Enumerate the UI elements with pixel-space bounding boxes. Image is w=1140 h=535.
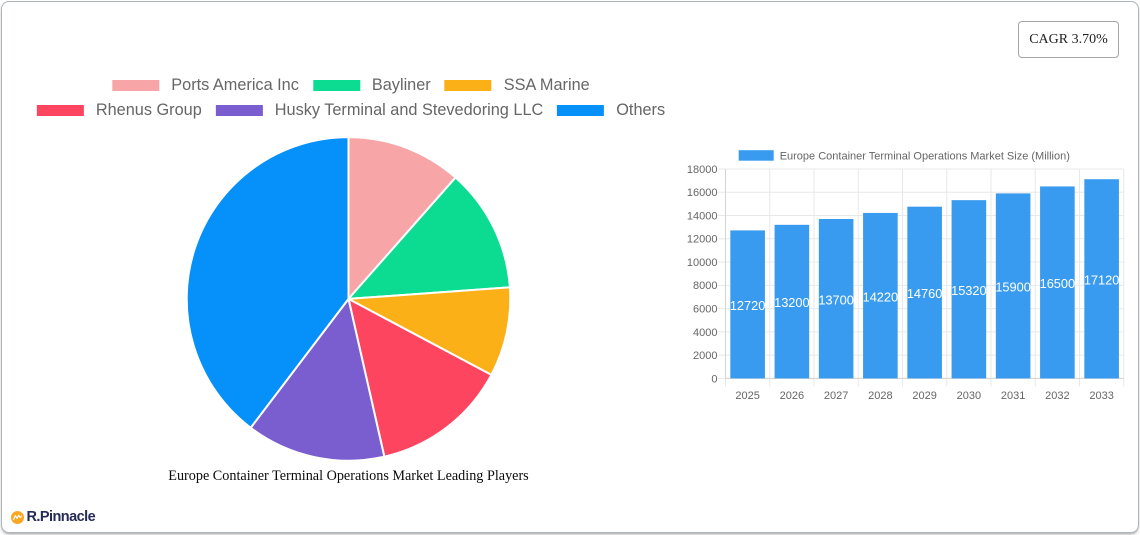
svg-text:16000: 16000 <box>687 187 718 199</box>
svg-text:2026: 2026 <box>780 390 804 402</box>
svg-text:12720: 12720 <box>730 298 766 313</box>
svg-text:8000: 8000 <box>693 280 717 292</box>
svg-text:4000: 4000 <box>693 327 717 339</box>
svg-text:2027: 2027 <box>824 390 848 402</box>
svg-text:15320: 15320 <box>951 283 987 298</box>
svg-text:17120: 17120 <box>1084 272 1120 287</box>
svg-text:13200: 13200 <box>774 295 810 310</box>
svg-text:Europe Container Terminal Oper: Europe Container Terminal Operations Mar… <box>780 150 1070 162</box>
svg-text:2029: 2029 <box>912 390 936 402</box>
svg-text:12000: 12000 <box>687 234 718 246</box>
svg-text:2025: 2025 <box>735 390 759 402</box>
svg-text:2030: 2030 <box>957 390 981 402</box>
svg-text:14000: 14000 <box>687 210 718 222</box>
svg-text:2032: 2032 <box>1045 390 1069 402</box>
svg-text:2031: 2031 <box>1001 390 1025 402</box>
svg-text:0: 0 <box>711 373 717 385</box>
svg-text:6000: 6000 <box>693 303 717 315</box>
svg-text:2028: 2028 <box>868 390 892 402</box>
svg-text:2033: 2033 <box>1089 390 1113 402</box>
svg-text:14220: 14220 <box>863 289 899 304</box>
svg-text:10000: 10000 <box>687 257 718 269</box>
svg-text:2000: 2000 <box>693 350 717 362</box>
svg-text:13700: 13700 <box>818 292 854 307</box>
svg-text:14760: 14760 <box>907 286 943 301</box>
svg-text:18000: 18000 <box>687 164 718 176</box>
svg-text:16500: 16500 <box>1040 276 1076 291</box>
svg-text:15900: 15900 <box>995 280 1031 295</box>
